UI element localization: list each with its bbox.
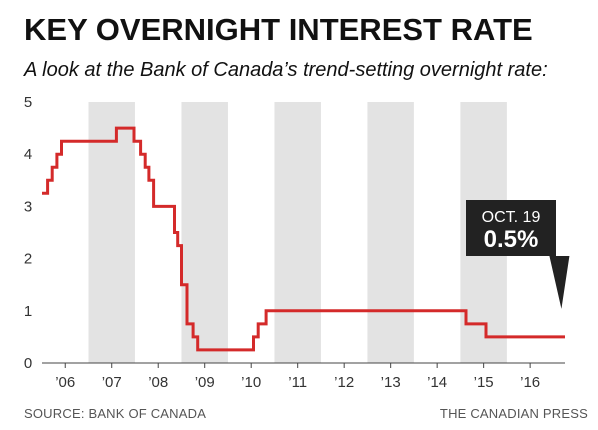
credit-note: THE CANADIAN PRESS <box>439 406 588 421</box>
rate-line <box>42 126 565 352</box>
y-tick-label: 2 <box>24 251 32 268</box>
x-tick-label: ’10 <box>241 374 261 391</box>
shaded-year-band <box>181 102 228 363</box>
y-tick-label: 3 <box>24 198 32 215</box>
x-tick-label: ’12 <box>334 374 354 391</box>
line-chart: 0 1 2 3 4 5 ’06 ’07 ’08 ’09 ’10 ’11 ’12 ’13 ’14 ’15 ’16… <box>24 94 570 391</box>
callout-date: OCT. 19 <box>482 209 541 226</box>
shaded-year-band <box>274 102 321 363</box>
callout-box <box>466 200 570 309</box>
x-tick-label: ’08 <box>148 374 168 391</box>
y-tick-label: 4 <box>24 146 32 163</box>
shaded-year-band <box>88 102 135 363</box>
chart-subtitle: A look at the Bank of Canada’s trend-set… <box>24 59 548 81</box>
shaded-year-band <box>367 102 414 363</box>
rate-callout: OCT. 190.5% <box>466 200 570 309</box>
chart-title: KEY OVERNIGHT INTEREST RATE <box>24 12 533 47</box>
x-tick-label: ’07 <box>102 374 122 391</box>
x-tick-label: ’09 <box>195 374 215 391</box>
x-tick-label: ’14 <box>427 374 447 391</box>
y-tick-label: 0 <box>24 355 32 372</box>
x-tick-label: ’15 <box>474 374 494 391</box>
x-tick-label: ’06 <box>55 374 75 391</box>
y-tick-label: 1 <box>24 303 32 320</box>
callout-value: 0.5% <box>484 226 539 253</box>
x-tick-label: ’13 <box>381 374 401 391</box>
x-tick-label: ’16 <box>520 374 540 391</box>
y-tick-label: 5 <box>24 94 32 111</box>
source-note: SOURCE: BANK OF CANADA <box>24 406 207 421</box>
x-tick-label: ’11 <box>288 374 307 391</box>
